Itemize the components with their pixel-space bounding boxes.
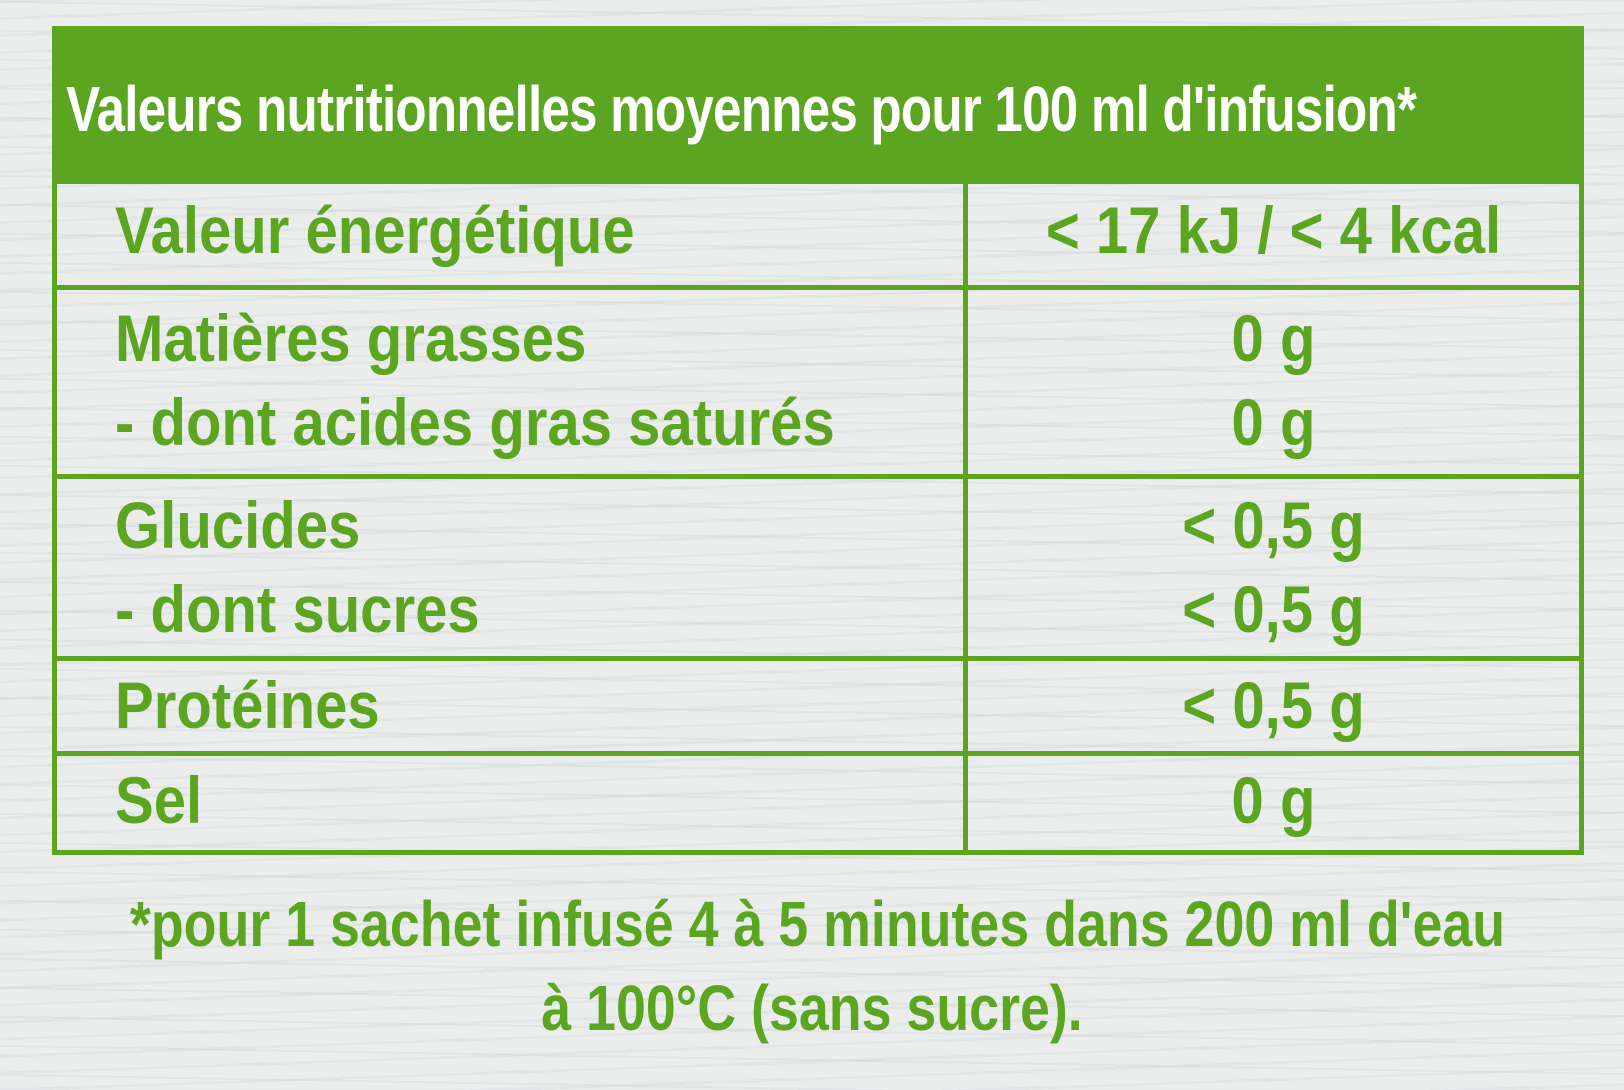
table-row-fat: Matières grasses - dont acides gras satu…: [57, 290, 1579, 479]
footnote-line-1: *pour 1 sachet infusé 4 à 5 minutes dans…: [129, 888, 1506, 960]
footnote-line-2: à 100°C (sans sucre).: [541, 972, 1083, 1044]
footnote: *pour 1 sachet infusé 4 à 5 minutes dans…: [0, 882, 1624, 1050]
row-sublabel: - dont acides gras saturés: [115, 385, 835, 459]
table-row-salt: Sel 0 g: [57, 756, 1579, 850]
row-sublabel: - dont sucres: [115, 572, 480, 646]
row-label: Protéines: [115, 668, 380, 742]
row-label: Matières grasses: [115, 301, 587, 375]
table-row-energy: Valeur énergétique < 17 kJ / < 4 kcal: [57, 184, 1579, 290]
row-value: < 17 kJ / < 4 kcal: [1045, 193, 1502, 267]
row-label: Valeur énergétique: [115, 193, 635, 267]
row-value: < 0,5 g: [1182, 488, 1365, 562]
row-subvalue: < 0,5 g: [1182, 572, 1365, 646]
table-row-carbs: Glucides - dont sucres < 0,5 g < 0,5 g: [57, 479, 1579, 661]
table-row-protein: Protéines < 0,5 g: [57, 661, 1579, 756]
row-value: 0 g: [1231, 763, 1316, 837]
row-label: Glucides: [115, 488, 361, 562]
table-header: Valeurs nutritionnelles moyennes pour 10…: [52, 26, 1584, 184]
nutrition-table: Valeur énergétique < 17 kJ / < 4 kcal Ma…: [52, 184, 1584, 855]
row-value: < 0,5 g: [1182, 668, 1365, 742]
column-divider: [963, 184, 968, 850]
row-subvalue: 0 g: [1231, 385, 1316, 459]
row-value: 0 g: [1231, 301, 1316, 375]
table-title: Valeurs nutritionnelles moyennes pour 10…: [66, 73, 1417, 145]
row-label: Sel: [115, 763, 203, 837]
